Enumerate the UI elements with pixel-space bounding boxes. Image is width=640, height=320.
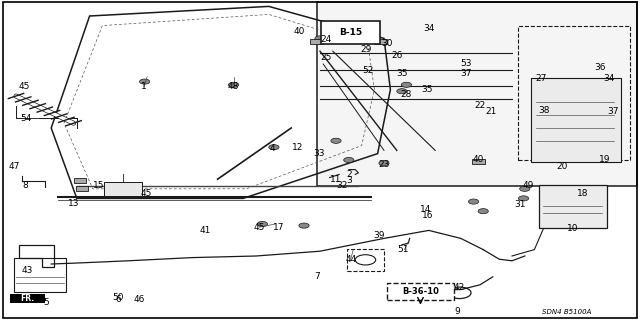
Text: 49: 49 (522, 181, 534, 190)
Bar (317, 2, 637, 186)
Text: 11: 11 (330, 175, 342, 184)
FancyBboxPatch shape (321, 21, 380, 44)
Circle shape (518, 196, 529, 201)
Text: 40: 40 (294, 28, 305, 36)
Text: 53: 53 (460, 60, 472, 68)
Circle shape (228, 82, 239, 87)
Text: 16: 16 (422, 212, 433, 220)
Text: 3: 3 (346, 176, 351, 185)
Text: 47: 47 (8, 162, 20, 171)
Text: 25: 25 (321, 53, 332, 62)
Text: 38: 38 (538, 106, 550, 115)
Bar (310, 39, 323, 44)
Text: 45: 45 (140, 189, 152, 198)
Text: 44: 44 (345, 255, 356, 264)
Text: 6: 6 (116, 295, 121, 304)
Circle shape (257, 221, 268, 227)
Text: 14: 14 (420, 205, 431, 214)
Text: 18: 18 (577, 189, 588, 198)
Text: 40: 40 (473, 156, 484, 164)
Text: 41: 41 (199, 226, 211, 235)
FancyBboxPatch shape (347, 249, 384, 271)
Text: 12: 12 (292, 143, 303, 152)
Text: 10: 10 (567, 224, 579, 233)
Text: 45: 45 (19, 82, 30, 91)
Circle shape (299, 223, 309, 228)
Circle shape (379, 161, 389, 166)
Text: 43: 43 (21, 266, 33, 275)
Text: 52: 52 (362, 66, 374, 75)
Text: 46: 46 (134, 295, 145, 304)
Text: 17: 17 (273, 223, 284, 232)
Text: 21: 21 (486, 108, 497, 116)
Text: 39: 39 (373, 231, 385, 240)
Circle shape (468, 199, 479, 204)
Text: 5: 5 (44, 298, 49, 307)
Text: 50: 50 (113, 293, 124, 302)
Text: 32: 32 (337, 181, 348, 190)
FancyBboxPatch shape (104, 182, 142, 196)
Text: 8: 8 (23, 181, 28, 190)
Text: B-15: B-15 (339, 28, 362, 37)
Text: 37: 37 (607, 108, 619, 116)
Text: 51: 51 (397, 245, 409, 254)
Bar (76, 186, 88, 191)
Text: 13: 13 (68, 199, 79, 208)
Text: 54: 54 (20, 114, 31, 123)
Text: FR.: FR. (20, 294, 35, 303)
Text: 31: 31 (514, 200, 525, 209)
Text: 7: 7 (314, 272, 319, 281)
Circle shape (331, 138, 341, 143)
Circle shape (269, 145, 279, 150)
Text: 19: 19 (599, 156, 611, 164)
FancyBboxPatch shape (387, 283, 454, 300)
Text: SDN4 B5100A: SDN4 B5100A (541, 309, 591, 315)
FancyBboxPatch shape (10, 294, 45, 303)
Circle shape (401, 82, 412, 87)
Text: 37: 37 (460, 69, 472, 78)
Bar (472, 159, 485, 164)
Text: 35: 35 (396, 69, 408, 78)
Text: 26: 26 (391, 52, 403, 60)
Text: 1: 1 (141, 82, 147, 91)
Text: 22: 22 (474, 101, 486, 110)
FancyBboxPatch shape (539, 185, 607, 228)
Text: 36: 36 (595, 63, 606, 72)
Text: 30: 30 (381, 39, 393, 48)
Text: 20: 20 (556, 162, 568, 171)
Text: 27: 27 (535, 74, 547, 83)
Circle shape (140, 79, 150, 84)
Circle shape (397, 89, 407, 94)
Circle shape (478, 209, 488, 214)
Text: 15: 15 (93, 181, 105, 190)
Circle shape (315, 36, 325, 41)
Text: 23: 23 (378, 160, 390, 169)
Text: 28: 28 (401, 90, 412, 99)
Text: 34: 34 (604, 74, 615, 83)
Text: 33: 33 (313, 149, 324, 158)
FancyBboxPatch shape (531, 78, 621, 162)
Text: B-36-10: B-36-10 (402, 287, 439, 296)
Text: 35: 35 (422, 85, 433, 94)
Bar (518, 26, 630, 160)
Bar (74, 178, 86, 183)
Text: 9: 9 (455, 308, 460, 316)
Text: 4: 4 (269, 144, 275, 153)
Text: 45: 45 (253, 223, 265, 232)
Text: 42: 42 (454, 284, 465, 292)
Bar (374, 39, 387, 44)
Text: 24: 24 (321, 36, 332, 44)
Text: 2: 2 (346, 170, 351, 179)
Circle shape (344, 157, 354, 163)
Text: 34: 34 (423, 24, 435, 33)
Text: 29: 29 (360, 45, 372, 54)
Text: 48: 48 (228, 82, 239, 91)
Circle shape (520, 186, 530, 191)
